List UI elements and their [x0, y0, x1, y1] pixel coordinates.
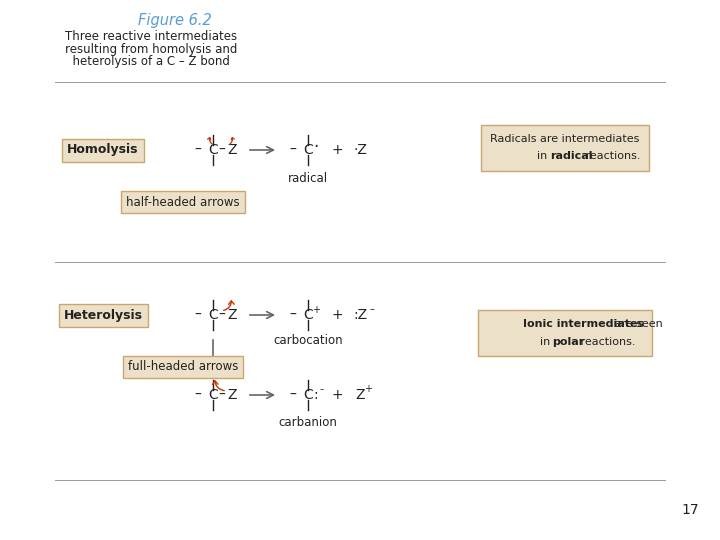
- Text: –: –: [219, 388, 225, 402]
- Text: Heterolysis: Heterolysis: [63, 308, 143, 321]
- FancyBboxPatch shape: [481, 125, 649, 171]
- Text: C: C: [208, 143, 218, 157]
- Text: –: –: [219, 143, 225, 157]
- Text: in: in: [540, 337, 554, 347]
- Text: resulting from homolysis and: resulting from homolysis and: [65, 43, 238, 56]
- Text: –: –: [194, 388, 202, 402]
- Text: radical: radical: [288, 172, 328, 185]
- Text: –: –: [194, 308, 202, 322]
- Text: +: +: [364, 384, 372, 394]
- Text: in: in: [537, 151, 551, 161]
- Text: Homolysis: Homolysis: [67, 144, 139, 157]
- Text: :Z: :Z: [353, 308, 367, 322]
- Text: –: –: [369, 304, 374, 314]
- Text: Z: Z: [355, 388, 365, 402]
- Text: reactions.: reactions.: [582, 151, 641, 161]
- Text: –: –: [289, 388, 297, 402]
- Text: carbocation: carbocation: [273, 334, 343, 348]
- Text: ·Z: ·Z: [353, 143, 367, 157]
- Text: C: C: [303, 143, 313, 157]
- FancyBboxPatch shape: [478, 310, 652, 356]
- Text: 17: 17: [681, 503, 699, 517]
- Text: ·: ·: [313, 138, 319, 156]
- Text: Figure 6.2: Figure 6.2: [138, 12, 212, 28]
- Text: –: –: [194, 143, 202, 157]
- Text: reactions.: reactions.: [577, 337, 636, 347]
- Text: Z: Z: [228, 308, 237, 322]
- Text: –: –: [320, 386, 324, 395]
- Text: C: C: [208, 388, 218, 402]
- Text: C: C: [208, 308, 218, 322]
- Text: +: +: [331, 388, 343, 402]
- Text: –: –: [289, 143, 297, 157]
- Text: C: C: [303, 308, 313, 322]
- Text: +: +: [331, 308, 343, 322]
- Text: +: +: [312, 305, 320, 315]
- Text: –: –: [289, 308, 297, 322]
- Text: Z: Z: [228, 388, 237, 402]
- Text: :: :: [314, 388, 318, 402]
- Text: Ionic intermediates: Ionic intermediates: [523, 319, 644, 329]
- Text: +: +: [331, 143, 343, 157]
- Text: C: C: [303, 388, 313, 402]
- Text: Three reactive intermediates: Three reactive intermediates: [65, 30, 237, 44]
- Text: polar: polar: [552, 337, 584, 347]
- Text: half-headed arrows: half-headed arrows: [126, 195, 240, 208]
- Text: radical: radical: [550, 151, 593, 161]
- Text: –: –: [219, 308, 225, 322]
- Text: heterolysis of a C – Z bond: heterolysis of a C – Z bond: [65, 55, 230, 68]
- Text: are seen: are seen: [611, 319, 662, 329]
- Text: carbanion: carbanion: [279, 416, 338, 429]
- Text: Z: Z: [228, 143, 237, 157]
- Text: Radicals are intermediates: Radicals are intermediates: [490, 134, 639, 144]
- Text: full-headed arrows: full-headed arrows: [128, 361, 238, 374]
